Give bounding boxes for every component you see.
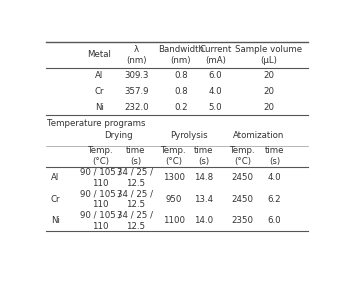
Text: Bandwidth
(nm): Bandwidth (nm) — [158, 45, 204, 65]
Text: 0.8: 0.8 — [174, 71, 188, 80]
Text: 0.8: 0.8 — [174, 87, 188, 96]
Text: 232.0: 232.0 — [125, 103, 149, 112]
Text: 1300: 1300 — [163, 173, 185, 182]
Text: 20: 20 — [264, 87, 275, 96]
Text: Pyrolysis: Pyrolysis — [170, 131, 208, 140]
Text: Ni: Ni — [51, 216, 60, 225]
Text: 20: 20 — [264, 71, 275, 80]
Text: 357.9: 357.9 — [125, 87, 149, 96]
Text: time
(s): time (s) — [126, 146, 145, 166]
Text: 950: 950 — [166, 195, 182, 204]
Text: 4.0: 4.0 — [268, 173, 281, 182]
Text: 2450: 2450 — [231, 195, 253, 204]
Text: 2450: 2450 — [231, 173, 253, 182]
Text: 14.0: 14.0 — [194, 216, 213, 225]
Text: 34 / 25 /
12.5: 34 / 25 / 12.5 — [117, 168, 154, 188]
Text: Cr: Cr — [95, 87, 104, 96]
Text: Cr: Cr — [50, 195, 60, 204]
Text: 14.8: 14.8 — [194, 173, 213, 182]
Text: 13.4: 13.4 — [194, 195, 213, 204]
Text: Al: Al — [95, 71, 104, 80]
Text: Atomization: Atomization — [233, 131, 284, 140]
Text: Metal: Metal — [87, 50, 111, 59]
Text: Temperature programs: Temperature programs — [47, 119, 146, 128]
Text: time
(s): time (s) — [194, 146, 213, 166]
Text: Temp.
(°C): Temp. (°C) — [161, 146, 187, 166]
Text: 6.2: 6.2 — [268, 195, 281, 204]
Text: 1100: 1100 — [163, 216, 185, 225]
Text: Sample volume
(µL): Sample volume (µL) — [236, 45, 303, 65]
Text: 90 / 105 /
110: 90 / 105 / 110 — [80, 211, 121, 231]
Text: 6.0: 6.0 — [268, 216, 281, 225]
Text: 4.0: 4.0 — [209, 87, 223, 96]
Text: Temp.
(°C): Temp. (°C) — [229, 146, 255, 166]
Text: Al: Al — [51, 173, 59, 182]
Text: Current
(mA): Current (mA) — [199, 45, 232, 65]
Text: 34 / 25 /
12.5: 34 / 25 / 12.5 — [117, 211, 154, 231]
Text: 34 / 25 /
12.5: 34 / 25 / 12.5 — [117, 189, 154, 209]
Text: 20: 20 — [264, 103, 275, 112]
Text: Ni: Ni — [95, 103, 104, 112]
Text: 6.0: 6.0 — [209, 71, 223, 80]
Text: 2350: 2350 — [231, 216, 253, 225]
Text: 90 / 105 /
110: 90 / 105 / 110 — [80, 189, 121, 209]
Text: 5.0: 5.0 — [209, 103, 223, 112]
Text: Drying: Drying — [104, 131, 132, 140]
Text: Temp.
(°C): Temp. (°C) — [88, 146, 114, 166]
Text: time
(s): time (s) — [265, 146, 284, 166]
Text: 0.2: 0.2 — [174, 103, 188, 112]
Text: λ
(nm): λ (nm) — [127, 45, 147, 65]
Text: 309.3: 309.3 — [125, 71, 149, 80]
Text: 90 / 105 /
110: 90 / 105 / 110 — [80, 168, 121, 188]
